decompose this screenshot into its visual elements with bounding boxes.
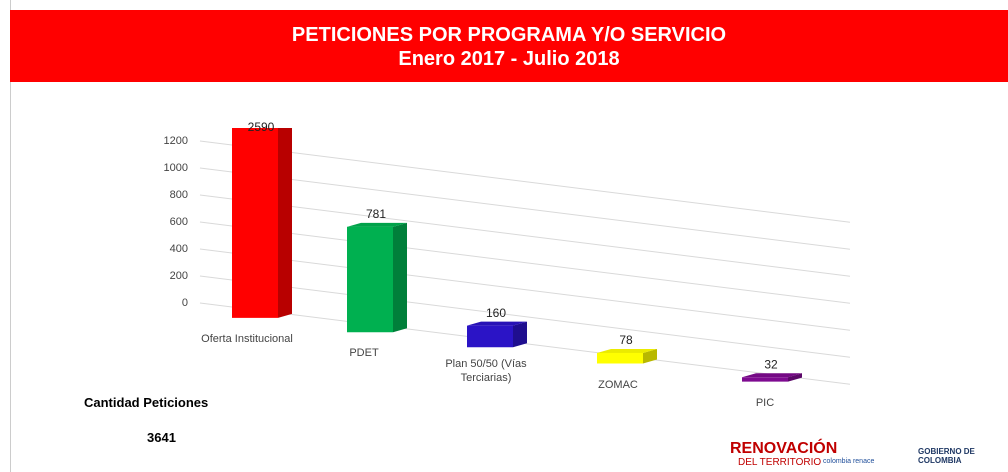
summary-value: 3641 [147, 430, 176, 445]
y-tick-label: 1000 [164, 162, 188, 174]
y-tick-label: 400 [170, 243, 188, 255]
grid-line [199, 194, 851, 277]
grid-line [199, 275, 851, 358]
bar-top [467, 321, 527, 326]
x-tick-label: Oferta Institucional [201, 332, 293, 345]
x-tick-label: PIC [755, 396, 775, 409]
grid-line [199, 248, 851, 331]
y-tick-label: 800 [170, 189, 188, 201]
data-label: 160 [486, 306, 506, 320]
bar [467, 325, 513, 348]
logo-text: GOBIERNO DE COLOMBIA [918, 447, 975, 465]
data-label: 2590 [248, 120, 275, 134]
bar-side [788, 373, 802, 382]
bar [347, 226, 393, 333]
y-tick-label: 0 [182, 297, 188, 309]
bar-top [742, 373, 802, 378]
logo-text: RENOVACIÓN [730, 440, 838, 457]
logo-text: colombia renace [823, 458, 875, 465]
y-tick-label: 600 [170, 216, 188, 228]
x-tick-label: ZOMAC [598, 378, 638, 391]
x-tick-label: PDET [349, 347, 379, 360]
bar-top [597, 348, 657, 353]
data-label: 781 [366, 207, 386, 221]
bar-side [278, 128, 292, 318]
chart-title: PETICIONES POR PROGRAMA Y/O SERVICIO [291, 24, 727, 46]
bar-top [347, 222, 407, 227]
chart-subtitle: Enero 2017 - Julio 2018 [398, 48, 620, 70]
bar [232, 128, 278, 318]
grid-line [199, 167, 851, 250]
bar [597, 352, 643, 364]
data-label: 32 [764, 357, 778, 371]
summary-label: Cantidad Peticiones [84, 395, 209, 410]
grid-line [199, 221, 851, 304]
bar-side [513, 321, 527, 348]
bar-side [643, 348, 657, 364]
header: PETICIONES POR PROGRAMA Y/O SERVICIO Ene… [10, 10, 1008, 82]
y-tick-label: 1200 [164, 135, 188, 147]
x-tick-label: Plan 50/50 (Vías Terciarias) [445, 358, 527, 385]
grid-line [199, 140, 851, 223]
y-tick-label: 200 [170, 270, 188, 282]
logo-text: DEL TERRITORIO [738, 457, 822, 468]
bar [742, 377, 788, 382]
bar-side [393, 222, 407, 333]
data-label: 78 [619, 333, 633, 347]
slide-frame [10, 0, 1008, 472]
